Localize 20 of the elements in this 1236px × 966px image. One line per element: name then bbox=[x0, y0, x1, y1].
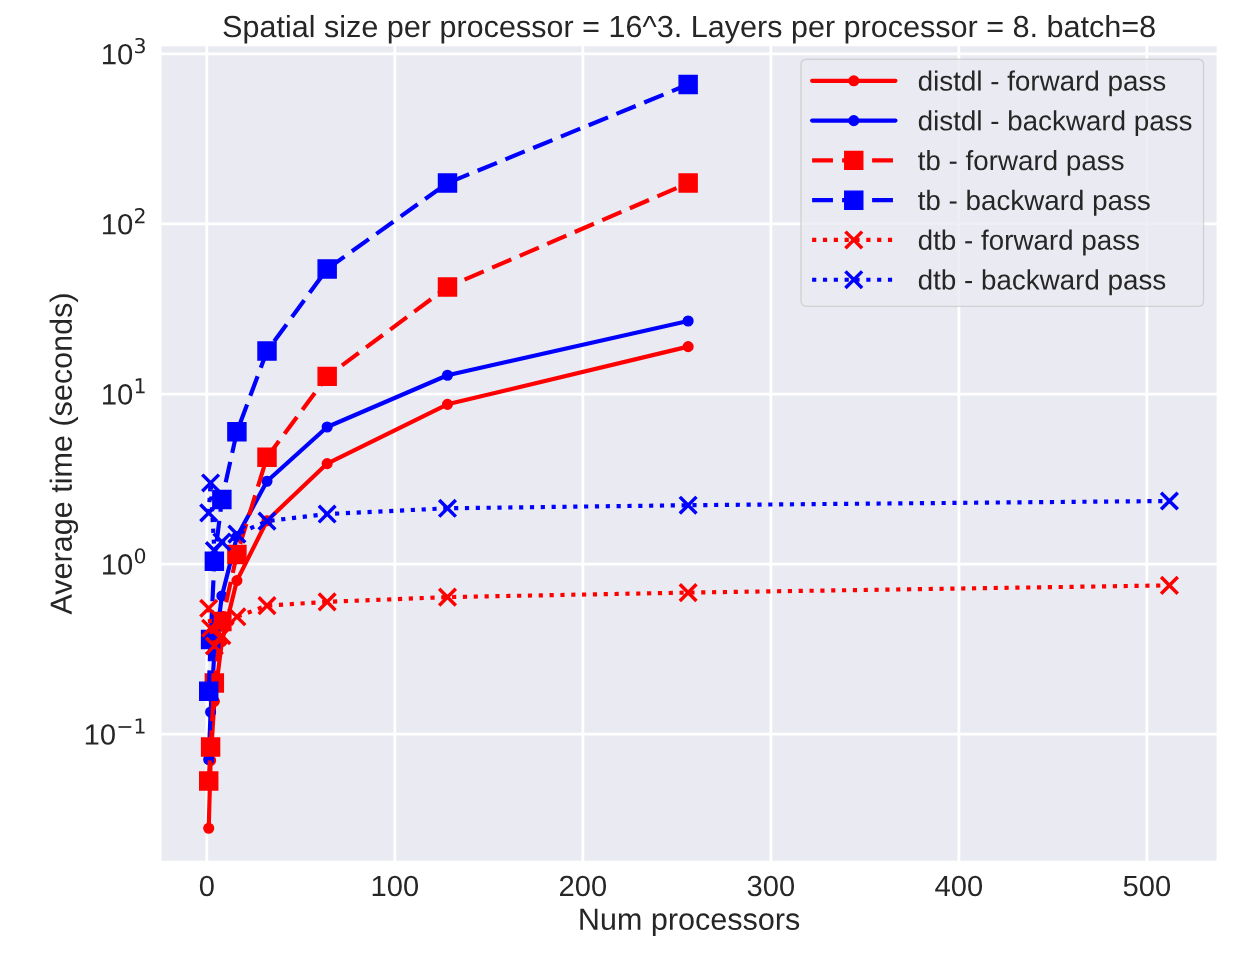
x-tick-label: 200 bbox=[559, 875, 607, 897]
y-tick-label: 10$^{−1}$ bbox=[85, 718, 145, 745]
x-axis-title: Num processors bbox=[580, 908, 800, 937]
y-axis-title: Average time (seconds) bbox=[49, 294, 79, 615]
chart-title: Spatial size per processor = 16^3. Layers per processor = 8. batch=8 bbox=[223, 14, 1155, 44]
legend-label: dtb - forward pass bbox=[918, 229, 1139, 256]
legend-label: tb - backward pass bbox=[918, 189, 1150, 216]
legend-label: distdl - backward pass bbox=[918, 110, 1192, 137]
y-tick-label: 10$^{0}$ bbox=[103, 548, 146, 575]
y-tick-label: 10$^{1}$ bbox=[103, 378, 145, 405]
x-tick-label: 500 bbox=[1123, 875, 1171, 897]
x-tick-label: 300 bbox=[747, 875, 795, 897]
legend-label: dtb - backward pass bbox=[918, 269, 1166, 296]
x-tick-label: 400 bbox=[935, 875, 983, 897]
legend-label: distdl - forward pass bbox=[918, 70, 1166, 97]
x-tick-label: 100 bbox=[372, 875, 419, 897]
legend-label: tb - forward pass bbox=[918, 149, 1124, 176]
y-tick-label: 10$^{3}$ bbox=[103, 37, 145, 65]
y-tick-label: 10$^{2}$ bbox=[103, 208, 145, 235]
x-tick-label: 0 bbox=[199, 875, 214, 897]
